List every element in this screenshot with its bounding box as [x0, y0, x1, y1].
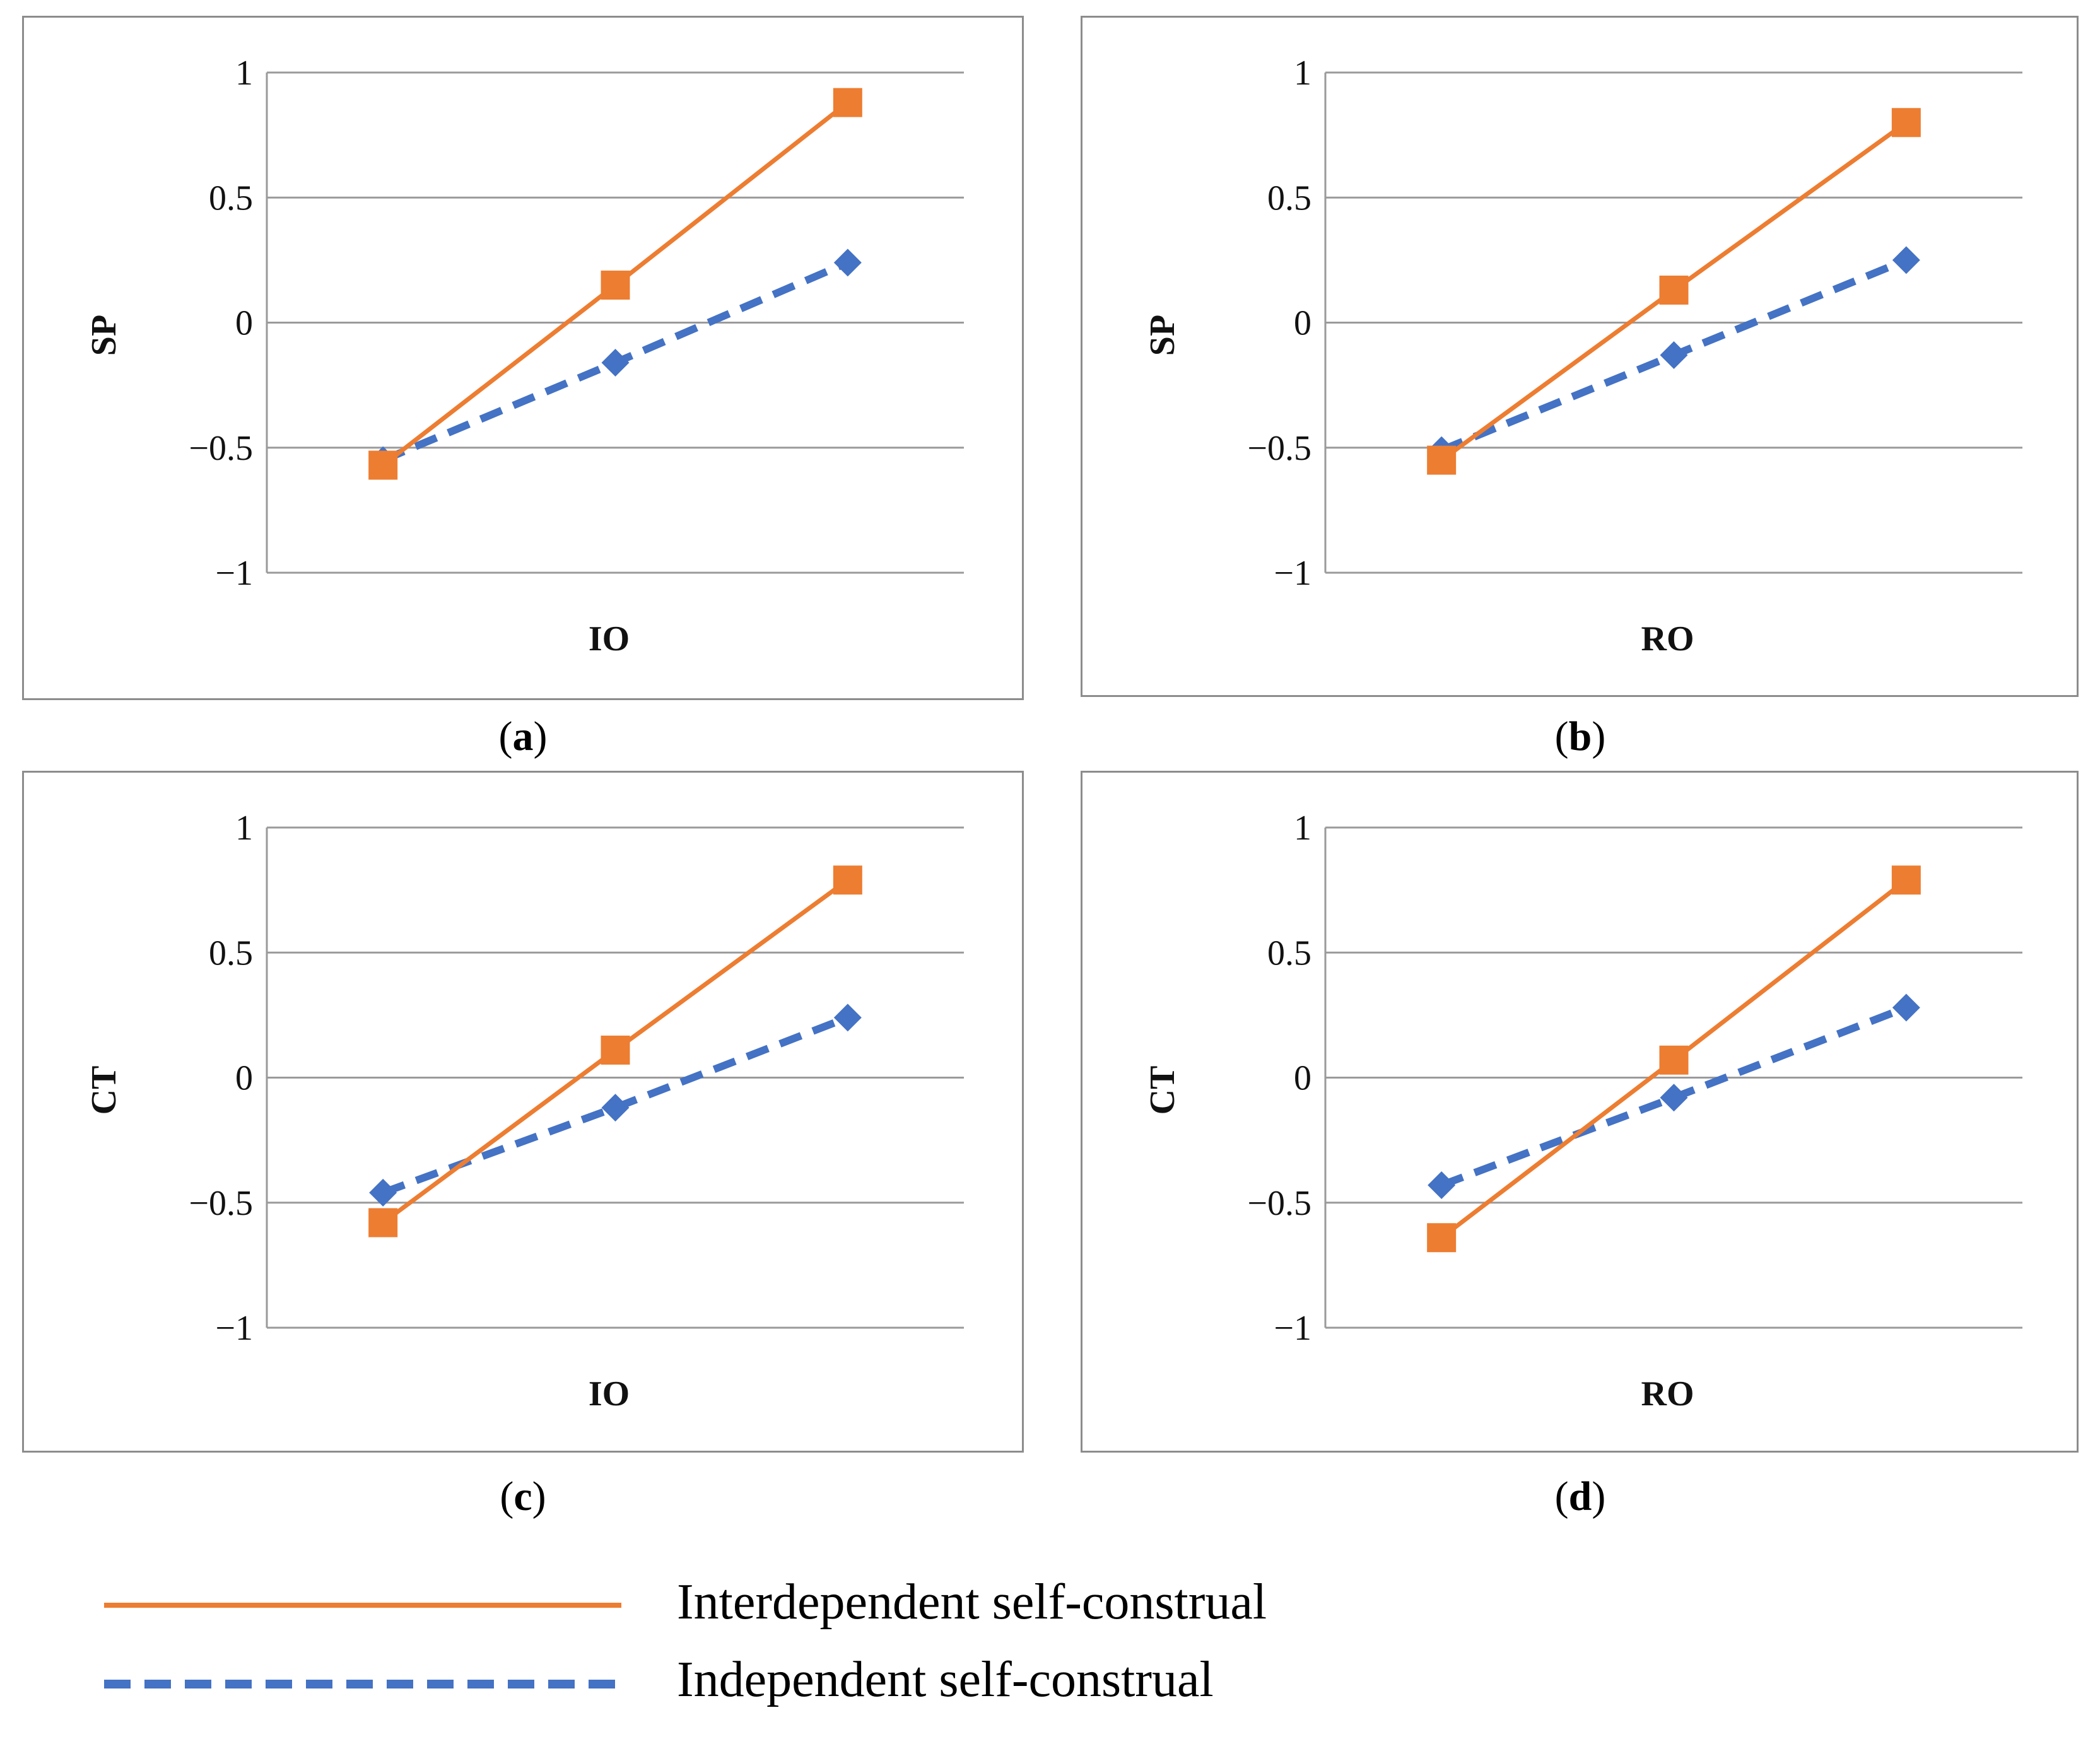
y-tick-label-a-1: 0.5 — [209, 178, 253, 218]
legend-label-interdependent: Interdependent self-construal — [677, 1574, 1267, 1630]
y-tick-label-c-1: 0.5 — [209, 933, 253, 973]
x-axis-title-c: IO — [589, 1374, 630, 1413]
marker-b-interdependent-1 — [1659, 275, 1689, 305]
y-axis-title-c: CT — [85, 1066, 124, 1115]
y-tick-label-c-4: −1 — [215, 1309, 253, 1348]
chart-d-svg: 1 0.5 0 −0.5 −1 RO CT — [1143, 809, 2022, 1413]
y-tick-label-d-4: −1 — [1274, 1309, 1311, 1348]
marker-c-interdependent-2 — [833, 865, 862, 895]
y-tick-label-b-3: −0.5 — [1247, 429, 1311, 468]
x-axis-title-b: RO — [1641, 619, 1694, 658]
y-tick-label-d-2: 0 — [1294, 1059, 1311, 1098]
y-tick-label-d-1: 0.5 — [1267, 933, 1311, 973]
legend-swatches — [104, 1603, 621, 1688]
marker-d-interdependent-0 — [1427, 1223, 1457, 1253]
marker-a-interdependent-2 — [833, 88, 862, 117]
legend-label-independent: Independent self-construal — [677, 1652, 1214, 1707]
caption-a: (a) — [498, 713, 548, 759]
chart-c-svg: 1 0.5 0 −0.5 −1 IO CT — [85, 809, 964, 1413]
panel-a: 1 0.5 0 −0.5 −1 IO SP — [22, 16, 1024, 700]
y-tick-label-c-2: 0 — [235, 1059, 253, 1098]
marker-a-interdependent-1 — [601, 271, 630, 300]
marker-d-independent-2 — [1892, 993, 1920, 1022]
chart-b-svg: 1 0.5 0 −0.5 −1 RO SP — [1143, 54, 2022, 658]
y-tick-label-b-4: −1 — [1274, 554, 1311, 593]
chart-a-svg: 1 0.5 0 −0.5 −1 IO SP — [85, 54, 964, 658]
marker-d-independent-1 — [1660, 1084, 1688, 1112]
y-tick-label-a-2: 0 — [235, 304, 253, 343]
y-tick-label-a-3: −0.5 — [189, 429, 253, 468]
y-tick-label-d-0: 1 — [1294, 809, 1311, 848]
marker-c-interdependent-0 — [368, 1208, 398, 1238]
x-axis-title-d: RO — [1641, 1374, 1694, 1413]
y-tick-label-b-2: 0 — [1294, 304, 1311, 343]
marker-b-independent-2 — [1892, 246, 1920, 274]
marker-a-independent-1 — [601, 348, 630, 377]
caption-d: (d) — [1554, 1473, 1606, 1519]
marker-c-independent-2 — [833, 1004, 862, 1032]
panel-c: 1 0.5 0 −0.5 −1 IO CT — [22, 771, 1024, 1453]
marker-c-independent-0 — [369, 1178, 397, 1207]
y-tick-label-d-3: −0.5 — [1247, 1184, 1311, 1223]
marker-c-interdependent-1 — [601, 1035, 630, 1065]
y-tick-label-a-4: −1 — [215, 554, 253, 593]
legend: Interdependent self-construal Independen… — [0, 1539, 2100, 1728]
y-tick-label-c-0: 1 — [235, 809, 253, 848]
marker-d-independent-0 — [1428, 1171, 1456, 1199]
marker-d-interdependent-1 — [1659, 1045, 1689, 1075]
marker-a-independent-2 — [833, 249, 862, 277]
marker-d-interdependent-2 — [1891, 865, 1921, 895]
y-axis-title-b: SP — [1143, 315, 1182, 356]
y-axis-title-a: SP — [85, 315, 124, 356]
marker-a-interdependent-0 — [368, 450, 398, 480]
x-axis-title-a: IO — [589, 619, 630, 658]
panel-b: 1 0.5 0 −0.5 −1 RO SP — [1081, 16, 2079, 697]
y-tick-label-b-1: 0.5 — [1267, 178, 1311, 218]
y-tick-label-c-3: −0.5 — [189, 1184, 253, 1223]
marker-c-independent-1 — [601, 1094, 630, 1122]
marker-b-interdependent-2 — [1891, 108, 1921, 138]
caption-b: (b) — [1554, 713, 1606, 759]
caption-c: (c) — [500, 1473, 546, 1519]
y-tick-label-b-0: 1 — [1294, 54, 1311, 93]
panel-d: 1 0.5 0 −0.5 −1 RO CT — [1081, 771, 2079, 1453]
y-tick-label-a-0: 1 — [235, 54, 253, 93]
marker-b-interdependent-0 — [1427, 445, 1457, 475]
y-axis-title-d: CT — [1143, 1066, 1182, 1115]
marker-b-independent-1 — [1660, 341, 1688, 370]
